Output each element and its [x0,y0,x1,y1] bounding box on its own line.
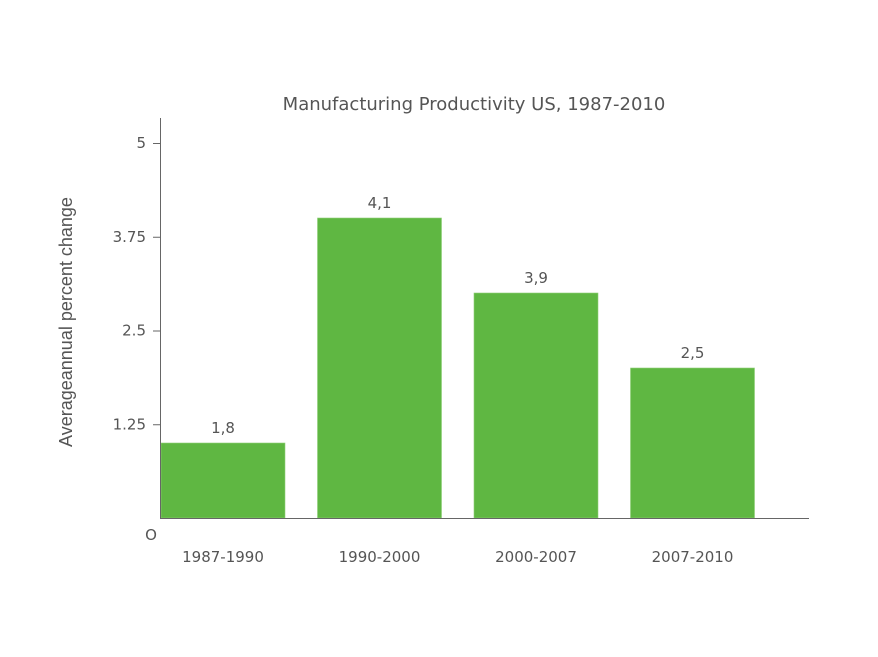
bar [160,442,286,519]
y-tick-label: 1.25 [113,415,146,433]
y-axis-label: Averageannual percent change [56,197,76,447]
x-category-label: 2007-2010 [652,548,734,566]
data-label: 2,5 [681,344,705,362]
x-categories-group: 1987-1990 1990-2000 2000-2007 2007-2010 [182,548,733,566]
data-label: 3,9 [524,269,548,287]
y-tick-label: 3.75 [113,228,146,246]
bar [317,217,442,519]
x-category-label: 1987-1990 [182,548,264,566]
y-ticks-group: O 1.25 2.5 3.75 5 [113,134,160,544]
y-tick-label: 5 [136,134,146,152]
x-category-label: 1990-2000 [339,548,421,566]
data-label: 1,8 [211,419,235,437]
y-tick-label: 2.5 [122,322,146,340]
data-labels-group: 1,8 4,1 3,9 2,5 [211,194,704,437]
bars-group [160,217,755,519]
data-label: 4,1 [368,194,392,212]
bar [473,292,599,519]
axes-group [160,118,809,519]
chart-title: Manufacturing Productivity US, 1987-2010 [283,94,666,115]
y-tick-label: O [145,526,157,544]
bar [630,367,755,519]
x-category-label: 2000-2007 [495,548,577,566]
